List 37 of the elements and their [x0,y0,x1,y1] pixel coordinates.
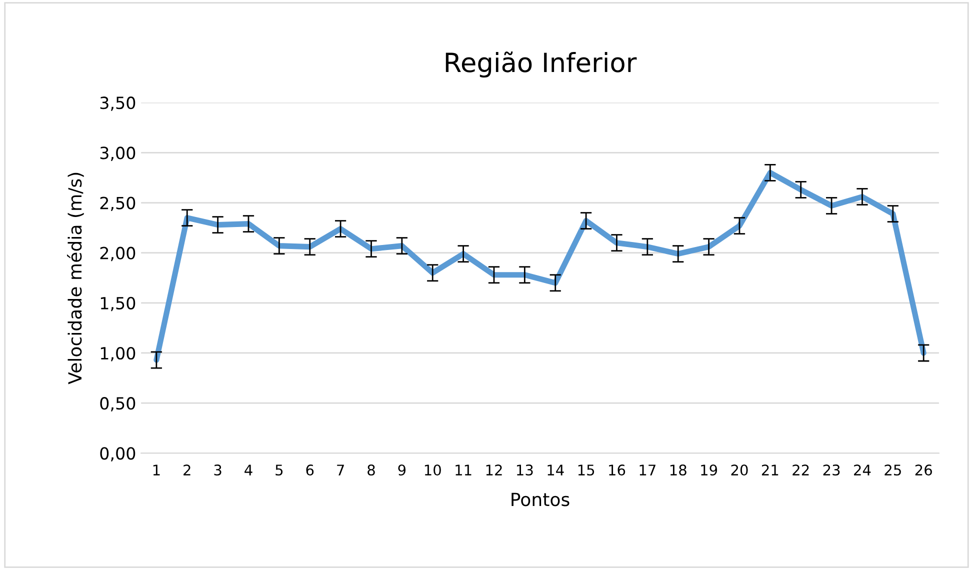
x-tick-label: 19 [701,464,718,476]
y-tick-label: 2,50 [100,196,136,212]
x-tick-label: 15 [578,464,594,476]
x-tick-label: 3 [214,464,222,476]
y-tick-label: 3,50 [100,96,136,111]
x-tick-label: 20 [731,464,748,476]
x-tick-label: 1 [153,464,160,476]
x-tick-label: 11 [456,464,472,476]
x-tick-label: 4 [244,464,252,476]
x-tick-label: 14 [548,464,564,476]
y-tick-label: 1,50 [100,296,136,312]
y-tick-label: 0,00 [100,447,136,462]
x-tick-label: 16 [609,464,626,476]
x-tick-label: 10 [424,464,441,476]
x-tick-label: 12 [486,464,502,476]
x-tick-label: 26 [915,464,932,476]
x-tick-label: 17 [640,464,656,476]
x-tick-label: 5 [276,464,283,476]
y-tick-label: 1,00 [100,346,136,362]
x-tick-label: 25 [884,464,901,476]
x-tick-label: 8 [368,464,375,476]
y-tick-label: 3,00 [100,146,136,161]
x-tick-label: 7 [337,464,344,476]
x-axis-title: Pontos [512,492,570,506]
x-tick-label: 24 [854,464,871,476]
x-tick-label: 21 [762,464,778,476]
x-tick-label: 18 [670,464,686,476]
chart-title: Região Inferior [446,52,637,78]
y-tick-label: 0,50 [100,397,136,412]
x-tick-label: 6 [306,464,314,476]
y-tick-label: 2,00 [100,246,136,262]
x-tick-label: 22 [792,464,809,476]
y-axis-title: Velocidade média (m/s) [67,172,84,384]
x-tick-label: 23 [823,464,840,476]
x-tick-label: 2 [184,464,190,476]
x-tick-label: 9 [398,464,406,476]
x-tick-label: 13 [516,464,533,476]
